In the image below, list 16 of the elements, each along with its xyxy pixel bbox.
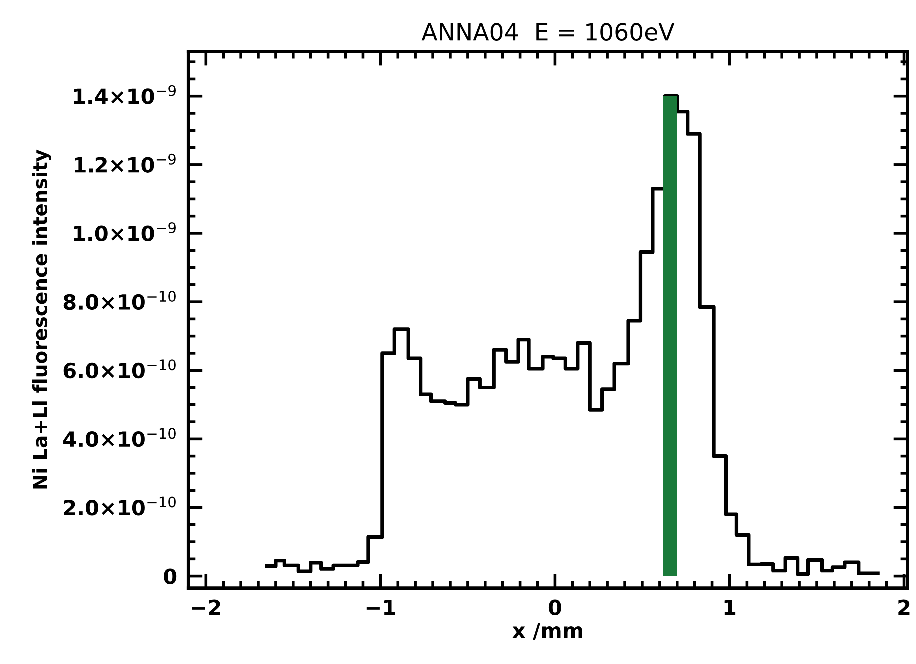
x-tick-label: −1 — [366, 600, 396, 616]
x-tick-label: −2 — [192, 600, 220, 616]
y-axis-title: Ni La+Ll fluorescence intensity — [32, 150, 52, 489]
y-tick-label: 1.4×10$^{−9}$ — [74, 85, 176, 104]
y-tick-label: 8.0×10$^{−10}$ — [64, 291, 176, 310]
chart-title: ANNA04 E = 1060eV — [422, 23, 675, 42]
y-tick-label: 1.0×10$^{−9}$ — [74, 222, 176, 242]
y-tick-label: 6.0×10$^{−10}$ — [64, 360, 176, 379]
y-tick-label: 4.0×10$^{−10}$ — [64, 428, 176, 448]
x-axis-title: x /mm — [512, 622, 582, 640]
y-tick-label: 1.2×10$^{−9}$ — [75, 154, 176, 173]
x-tick-label: 2 — [898, 600, 910, 616]
x-tick-label: 0 — [548, 600, 562, 616]
y-tick-label: 0 — [164, 568, 177, 585]
x-tick-label: 1 — [724, 600, 736, 616]
y-tick-label: 2.0×10$^{−10}$ — [64, 496, 176, 516]
